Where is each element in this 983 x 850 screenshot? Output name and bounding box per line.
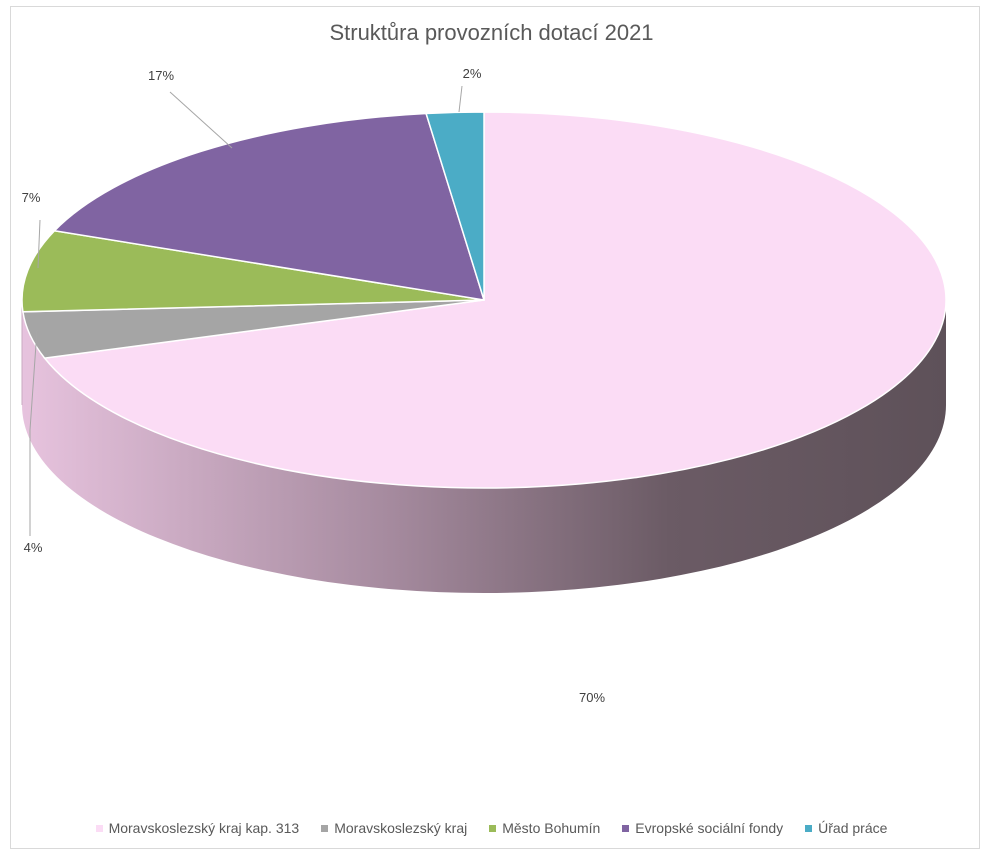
pie-side-wall bbox=[22, 300, 946, 593]
slice-urad-prace bbox=[425, 111, 485, 301]
legend-item: Moravskoslezský kraj bbox=[321, 820, 467, 836]
leader-line bbox=[37, 219, 41, 269]
data-label: 7% bbox=[22, 190, 41, 205]
legend-label: Úřad práce bbox=[818, 820, 888, 836]
legend-label: Moravskoslezský kraj bbox=[334, 820, 468, 836]
data-label: 17% bbox=[148, 68, 174, 83]
legend-swatch bbox=[622, 824, 630, 832]
legend: Moravskoslezský kraj kap. 313 Moravskosle… bbox=[0, 820, 983, 836]
legend-item: Moravskoslezský kraj kap. 313 bbox=[95, 820, 300, 836]
legend-item: Evropské sociální fondy bbox=[622, 820, 783, 836]
slice-mesto-bohumin bbox=[21, 229, 485, 313]
legend-swatch bbox=[805, 824, 813, 832]
legend-item: Město Bohumín bbox=[489, 820, 600, 836]
data-label: 4% bbox=[24, 540, 43, 555]
chart-title: Struktůra provozních dotací 2021 bbox=[329, 20, 654, 45]
legend-label: Moravskoslezský kraj kap. 313 bbox=[108, 820, 300, 836]
pie-chart: 70% 4% 7% 17% 2% bbox=[21, 66, 947, 705]
data-label: 70% bbox=[579, 690, 605, 705]
slice-moravskoslezsky-kraj-kap-313 bbox=[43, 111, 947, 489]
legend-swatch bbox=[489, 824, 497, 832]
leader-line bbox=[29, 329, 38, 536]
slice-evropske-socialni-fondy bbox=[52, 112, 486, 301]
data-label: 2% bbox=[463, 66, 482, 81]
leader-line bbox=[458, 85, 463, 113]
legend-label: Město Bohumín bbox=[502, 820, 601, 836]
legend-swatch bbox=[95, 824, 103, 832]
leader-line bbox=[169, 91, 233, 149]
chart-area bbox=[10, 6, 980, 849]
legend-item: Úřad práce bbox=[805, 820, 887, 836]
legend-label: Evropské sociální fondy bbox=[635, 820, 784, 836]
legend-swatch bbox=[321, 824, 329, 832]
